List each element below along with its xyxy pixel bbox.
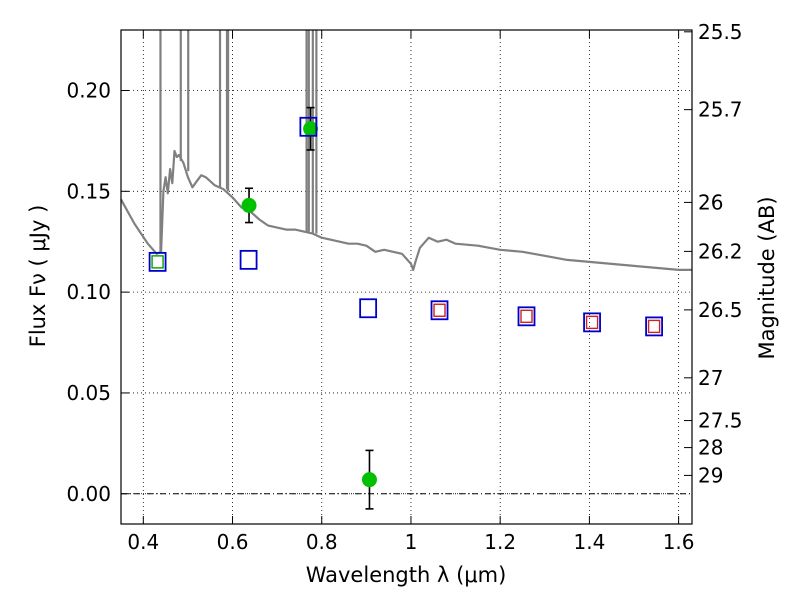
magnitude-tick-label: 27.5	[698, 409, 743, 433]
detection-point	[303, 121, 319, 137]
y-tick-label: 0.20	[66, 78, 111, 102]
model-flux-square	[239, 249, 258, 270]
x-tick-label: 1.6	[663, 530, 695, 554]
magnitude-tick-label: 25.7	[698, 98, 743, 122]
axis-ticks: 0.4 0.6 0.8 1 1.2 1.4 1.6 0.00 0.05 0.10 0.15 0.20 2…	[66, 20, 742, 554]
x-tick-label: 0.6	[217, 530, 249, 554]
model-spectrum	[120, 30, 692, 271]
inner-flux-square	[647, 319, 661, 334]
y-tick-label: 0.15	[66, 179, 111, 203]
model-flux-square	[430, 300, 449, 321]
model-flux-square	[517, 306, 536, 327]
x-tick-label: 1.2	[484, 530, 516, 554]
y-tick-label: 0.10	[66, 280, 111, 304]
model-flux-square	[299, 116, 318, 137]
magnitude-tick-label: 26.5	[698, 298, 743, 322]
inner-flux-square	[520, 309, 533, 324]
model-flux-square	[645, 316, 663, 337]
x-tick-label: 0.8	[306, 530, 338, 554]
magnitude-tick-label: 26.2	[698, 239, 743, 263]
model-flux-square	[148, 251, 167, 272]
x-tick-label: 1.4	[573, 530, 605, 554]
inner-flux-square	[433, 303, 446, 317]
detection-point	[361, 472, 377, 488]
x-tick-label: 1	[405, 530, 418, 554]
spectrum-line	[120, 149, 692, 271]
magnitude-tick-label: 25.5	[698, 20, 743, 44]
model-flux-square	[359, 298, 378, 319]
y-axis-label: Flux Fν ( μJy )	[26, 205, 50, 348]
x-axis-label: Wavelength λ (μm)	[306, 563, 507, 587]
grid	[121, 30, 692, 524]
y-tick-label: 0.05	[66, 381, 111, 405]
magnitude-tick-label: 26	[698, 190, 723, 214]
inner-flux-square	[151, 255, 164, 269]
photometry-points	[148, 106, 663, 510]
magnitude-tick-label: 27	[698, 366, 723, 390]
inner-flux-square	[585, 315, 599, 330]
detection-point	[241, 197, 257, 213]
y2-axis-label: Magnitude (AB)	[755, 196, 779, 359]
magnitude-tick-label: 28	[698, 436, 723, 460]
model-flux-square	[583, 312, 601, 333]
x-tick-label: 0.4	[127, 530, 159, 554]
plot-frame	[120, 29, 693, 525]
magnitude-tick-label: 29	[698, 463, 723, 487]
y-tick-label: 0.00	[66, 482, 111, 506]
